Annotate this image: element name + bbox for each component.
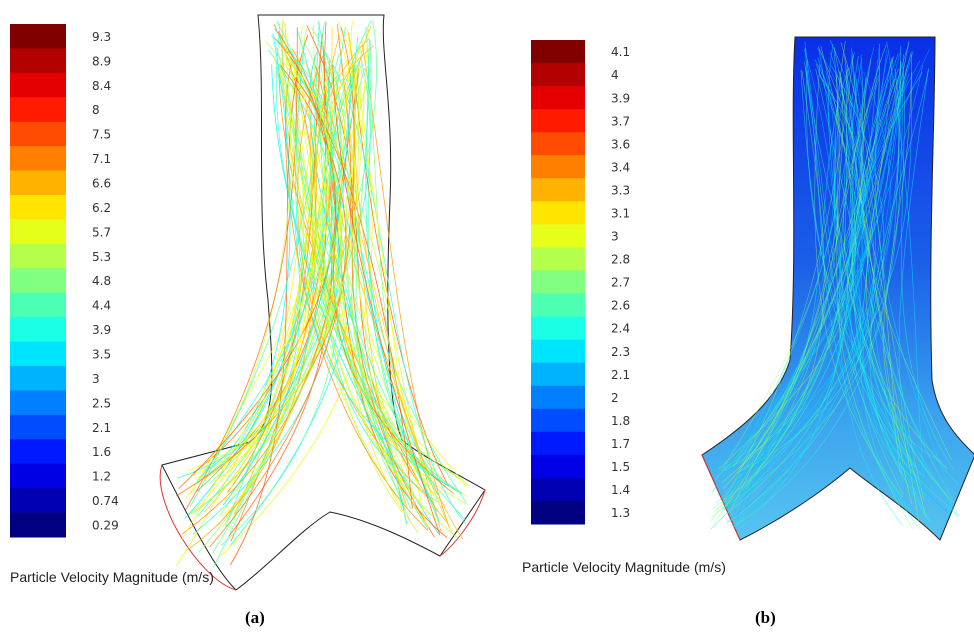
colorbar-tick-label: 3.4 (611, 160, 630, 174)
colorbar-band (531, 40, 585, 64)
colorbar-band (10, 317, 66, 342)
colorbar-band (531, 501, 585, 525)
colorbar-band (10, 366, 66, 391)
panel-caption: (b) (755, 608, 776, 627)
colorbar-tick-label: 3.9 (92, 323, 111, 337)
colorbar-tick-label: 3.1 (611, 207, 630, 221)
colorbar-band (10, 439, 66, 464)
colorbar-band (10, 73, 66, 98)
colorbar-tick-label: 3.6 (611, 137, 630, 151)
colorbar-band (531, 201, 585, 225)
colorbar-band (10, 390, 66, 415)
colorbar-band (10, 171, 66, 196)
colorbar-band (10, 342, 66, 367)
colorbar-title: Particle Velocity Magnitude (m/s) (522, 559, 726, 575)
colorbar-tick-label: 2.7 (611, 276, 630, 290)
colorbar-tick-label: 1.3 (611, 506, 630, 520)
colorbar-band (10, 195, 66, 220)
colorbar-band (531, 247, 585, 271)
colorbar-tick-label: 7.1 (92, 152, 111, 166)
colorbar-tick-label: 0.74 (92, 494, 119, 508)
colorbar-tick-label: 9.3 (92, 30, 111, 44)
colorbar-band (531, 409, 585, 433)
colorbar-band (531, 224, 585, 248)
colorbar-band (531, 86, 585, 110)
colorbar-tick-label: 1.5 (611, 460, 630, 474)
colorbar-band (10, 268, 66, 293)
colorbar-band (531, 270, 585, 294)
colorbar-tick-label: 1.2 (92, 470, 111, 484)
colorbar-band (10, 146, 66, 171)
colorbar-band (10, 513, 66, 538)
colorbar-band (531, 294, 585, 318)
colorbar-tick-label: 2.6 (611, 299, 630, 313)
figure: 9.3 8.9 8.4 8 7.5 7.1 6.6 6.2 5.7 5.3 4.8 4.4 3.9 3.5… (0, 0, 974, 637)
colorbar-tick-label: 1.7 (611, 437, 630, 451)
colorbar-tick-label: 4.1 (611, 45, 630, 59)
colorbar-tick-label: 4.4 (92, 299, 111, 313)
colorbar-tick-label: 4.8 (92, 274, 111, 288)
colorbar-tick-label: 8.4 (92, 79, 111, 93)
colorbar-band (531, 317, 585, 341)
colorbar-band (10, 244, 66, 269)
colorbar-band (10, 415, 66, 440)
colorbar-band (10, 24, 66, 49)
colorbar-band (531, 178, 585, 202)
colorbar-band (531, 432, 585, 456)
colorbar-tick-label: 2.1 (92, 421, 111, 435)
colorbar-band (10, 48, 66, 73)
colorbar-band (531, 155, 585, 179)
colorbar-tick-label: 2.5 (92, 396, 111, 410)
colorbar-tick-label: 3.3 (611, 183, 630, 197)
panel-caption: (a) (245, 608, 265, 627)
colorbar-band (10, 488, 66, 513)
colorbar-band (531, 386, 585, 410)
colorbar-band (531, 478, 585, 502)
colorbar-tick-label: 5.3 (92, 250, 111, 264)
colorbar-tick-label: 2.4 (611, 322, 630, 336)
colorbar-band (531, 340, 585, 364)
colorbar-tick-label: 3 (611, 230, 619, 244)
colorbar-tick-label: 0.29 (92, 519, 119, 533)
colorbar-band (10, 464, 66, 489)
colorbar-title: Particle Velocity Magnitude (m/s) (10, 569, 214, 585)
colorbar-tick-label: 3 (92, 372, 100, 386)
colorbar-band (531, 109, 585, 133)
colorbar-band (10, 293, 66, 318)
colorbar-tick-label: 3.5 (92, 348, 111, 362)
colorbar-band (10, 122, 66, 147)
colorbar-band (10, 97, 66, 122)
colorbar-tick-label: 1.4 (611, 483, 630, 497)
colorbar-band (531, 455, 585, 479)
colorbar-tick-label: 7.5 (92, 128, 111, 142)
colorbar-tick-label: 2.1 (611, 368, 630, 382)
colorbar-band (10, 219, 66, 244)
colorbar-tick-label: 6.6 (92, 177, 111, 191)
colorbar-tick-label: 8 (92, 103, 100, 117)
colorbar-tick-label: 3.9 (611, 91, 630, 105)
colorbar-tick-label: 1.6 (92, 445, 111, 459)
colorbar-tick-label: 1.8 (611, 414, 630, 428)
colorbar-band (531, 363, 585, 387)
colorbar-tick-label: 2.3 (611, 345, 630, 359)
colorbar-tick-label: 2.8 (611, 253, 630, 267)
colorbar-band (531, 63, 585, 87)
colorbar-tick-label: 6.2 (92, 201, 111, 215)
colorbar-tick-label: 5.7 (92, 225, 111, 239)
colorbar-band (531, 132, 585, 156)
colorbar-tick-label: 8.9 (92, 54, 111, 68)
colorbar-tick-label: 4 (611, 68, 619, 82)
colorbar-tick-label: 3.7 (611, 114, 630, 128)
colorbar-tick-label: 2 (611, 391, 619, 405)
